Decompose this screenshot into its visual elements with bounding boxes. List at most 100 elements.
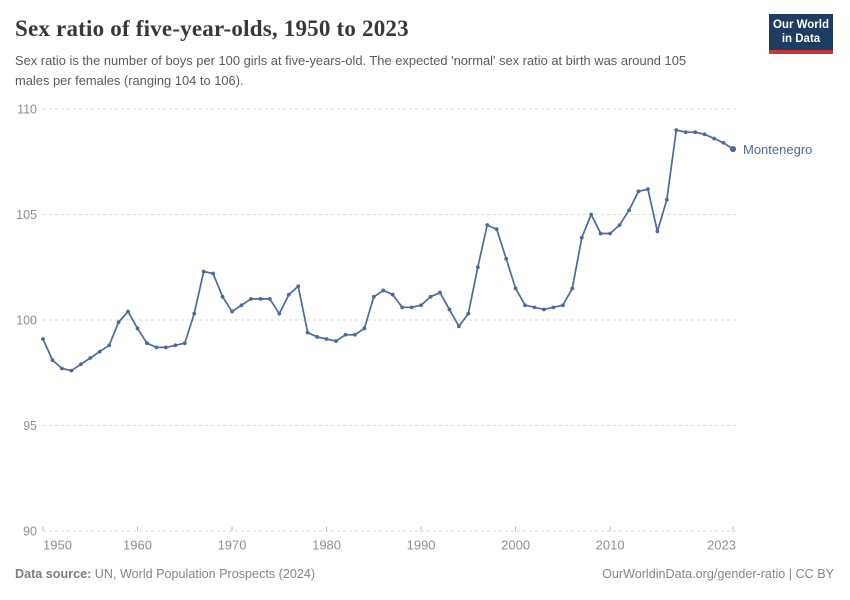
data-point[interactable] [702, 132, 707, 137]
data-point[interactable] [192, 311, 197, 316]
data-point[interactable] [381, 288, 386, 293]
data-point[interactable] [664, 197, 669, 202]
data-point[interactable] [107, 343, 112, 348]
y-tick-label: 110 [17, 102, 37, 116]
data-source: Data source: UN, World Population Prospe… [15, 567, 315, 581]
data-point[interactable] [390, 292, 395, 297]
data-point[interactable] [646, 187, 650, 192]
data-point[interactable] [182, 341, 187, 346]
data-point[interactable] [570, 286, 575, 291]
y-tick-label: 100 [16, 313, 37, 327]
data-point[interactable] [305, 330, 310, 335]
data-point[interactable] [608, 231, 613, 236]
series-label-montenegro[interactable]: Montenegro [743, 142, 813, 157]
data-point[interactable] [343, 332, 348, 337]
data-point[interactable] [485, 223, 490, 227]
data-point[interactable] [69, 368, 74, 373]
x-tick-label: 1950 [43, 538, 72, 553]
data-point[interactable] [475, 265, 480, 270]
data-point[interactable] [447, 307, 452, 312]
data-point[interactable] [116, 320, 121, 325]
data-point[interactable] [154, 345, 159, 350]
data-point[interactable] [211, 271, 216, 276]
montenegro-line[interactable] [42, 129, 734, 372]
data-point[interactable] [494, 227, 499, 232]
data-source-text: UN, World Population Prospects (2024) [94, 567, 316, 581]
data-point[interactable] [201, 269, 206, 274]
data-point[interactable] [655, 229, 660, 234]
data-point[interactable] [532, 305, 537, 310]
data-point[interactable] [627, 208, 631, 213]
owid-logo[interactable]: Our World in Data [769, 14, 833, 54]
owid-logo-line2: in Data [781, 33, 821, 46]
footer-link[interactable]: OurWorldinData.org/gender-ratio | CC BY [602, 567, 834, 581]
data-point[interactable] [41, 337, 45, 341]
data-point[interactable] [589, 212, 594, 217]
data-point[interactable] [362, 326, 367, 331]
data-point[interactable] [523, 303, 527, 308]
data-point[interactable] [50, 358, 55, 362]
data-point[interactable] [428, 294, 433, 299]
data-point[interactable] [579, 235, 584, 240]
y-tick-label: 105 [16, 208, 37, 222]
x-tick-label: 1960 [123, 538, 152, 553]
data-point[interactable] [60, 366, 64, 371]
x-tick-label: 1990 [407, 538, 436, 553]
data-point[interactable] [598, 231, 603, 236]
y-tick-label: 95 [23, 419, 37, 433]
data-point[interactable] [324, 337, 329, 341]
data-point[interactable] [334, 339, 338, 343]
data-point[interactable] [163, 345, 168, 350]
data-point[interactable] [721, 140, 726, 145]
data-point[interactable] [513, 286, 518, 291]
data-point[interactable] [135, 326, 140, 331]
y-tick-label: 90 [23, 524, 37, 538]
data-point[interactable] [258, 297, 263, 301]
data-point[interactable] [400, 305, 405, 310]
data-point[interactable] [239, 303, 244, 308]
data-point[interactable] [456, 324, 461, 329]
data-point[interactable] [466, 311, 471, 316]
data-point[interactable] [249, 297, 253, 301]
data-point[interactable] [277, 311, 282, 316]
data-point[interactable] [504, 256, 509, 261]
data-point[interactable] [409, 305, 414, 310]
data-point[interactable] [617, 223, 622, 227]
data-point[interactable] [551, 305, 556, 310]
data-point[interactable] [693, 130, 698, 135]
owid-logo-line1: Our World [772, 19, 829, 31]
data-point[interactable] [674, 128, 679, 133]
data-point[interactable] [78, 362, 83, 367]
data-point[interactable] [712, 136, 716, 141]
data-point[interactable] [560, 303, 565, 308]
x-tick-label: 1970 [218, 538, 247, 553]
data-source-label: Data source: [15, 567, 92, 581]
data-point[interactable] [220, 294, 225, 299]
data-point[interactable] [315, 334, 320, 339]
data-point[interactable] [173, 343, 178, 348]
owid-logo-red-bar [769, 49, 833, 54]
data-point[interactable] [97, 349, 102, 354]
x-tick-label: 1980 [312, 538, 341, 553]
data-point[interactable] [230, 309, 234, 314]
data-point[interactable] [419, 303, 423, 308]
data-point[interactable] [296, 284, 301, 289]
data-point[interactable] [542, 307, 546, 312]
data-point[interactable] [371, 294, 376, 299]
data-point[interactable] [145, 341, 149, 346]
data-point[interactable] [88, 356, 93, 360]
x-tick-label: 2023 [707, 538, 736, 553]
page-title: Sex ratio of five-year-olds, 1950 to 202… [15, 16, 409, 41]
data-point[interactable] [683, 130, 688, 135]
data-point[interactable] [438, 290, 442, 295]
data-point[interactable] [636, 189, 641, 194]
owid-logo-text: Our World in Data [769, 14, 833, 50]
data-point-last[interactable] [729, 145, 737, 153]
x-tick-label: 2010 [596, 538, 625, 553]
data-point[interactable] [267, 297, 272, 301]
data-point[interactable] [286, 292, 291, 297]
data-point[interactable] [353, 332, 357, 337]
data-point[interactable] [126, 309, 130, 314]
